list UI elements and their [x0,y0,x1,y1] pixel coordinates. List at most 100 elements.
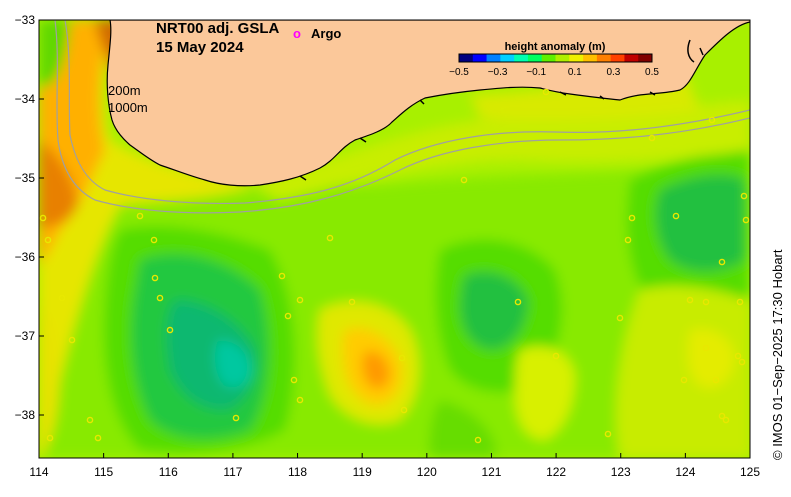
argo-float-marker [460,176,468,184]
argo-float-marker [702,298,710,306]
argo-float-marker [712,376,720,384]
argo-float-marker [738,358,746,366]
argo-float-marker [150,236,158,244]
y-tick-label: −34 [15,92,36,106]
y-tick-label: −36 [15,250,36,264]
x-tick-label: 122 [546,465,566,479]
colorbar: height anomaly (m) −0.5 −0.3 −0.1 0.1 0.3 0.5 [449,41,659,78]
colorbar-tick-label: 0.1 [568,67,582,78]
argo-float-marker [474,436,482,444]
y-tick-label: −38 [15,408,36,422]
argo-float-marker [722,416,730,424]
colorbar-tick-label: −0.1 [526,67,546,78]
argo-float-marker [156,294,164,302]
x-tick-label: 121 [481,465,501,479]
argo-float-marker [58,294,66,302]
argo-float-marker [68,336,76,344]
argo-float-layer [39,88,750,444]
y-tick-label: −33 [15,13,36,27]
colorbar-frame [458,53,653,63]
argo-float-marker [400,406,408,414]
plot-frame [38,19,751,459]
y-tick-label: −37 [15,329,36,343]
argo-float-marker [44,236,52,244]
anomaly-field [39,20,750,458]
argo-float-marker [718,412,726,420]
colorbar-swatch [472,54,488,62]
argo-legend-marker-icon: o [293,26,301,41]
argo-float-marker [136,212,144,220]
x-tick-label: 117 [223,465,242,479]
argo-float-marker [166,326,174,334]
argo-float-marker [398,354,406,362]
argo-float-marker [604,430,612,438]
isobath-label-1000m: 1000m [108,100,148,115]
argo-float-marker [39,214,47,222]
x-tick-label: 115 [94,465,113,479]
argo-float-marker [628,214,636,222]
y-tick-label: −35 [15,171,36,185]
x-tick-label: 116 [159,465,178,479]
colorbar-tick-label: 0.3 [606,67,620,78]
argo-float-marker [624,236,632,244]
argo-float-marker [296,296,304,304]
colorbar-swatch [638,54,653,62]
argo-float-marker [702,344,710,352]
argo-float-marker [86,416,94,424]
y-axis: −33 −34 −35 −36 −37 −38 [15,13,44,422]
colorbar-tick-label: −0.3 [488,67,508,78]
colorbar-swatch [583,54,598,62]
argo-float-marker [736,298,744,306]
argo-float-marker [290,376,298,384]
isobath-label-200m: 200m [108,83,141,98]
x-tick-label: 123 [611,465,631,479]
colorbar-swatch [624,54,639,62]
colorbar-swatch [541,54,556,62]
x-axis: 114 115 116 117 118 119 120 121 122 123 124 125 [29,453,760,479]
argo-float-marker [348,298,356,306]
colorbar-tick-label: 0.5 [645,67,659,78]
argo-float-marker [742,216,750,224]
colorbar-swatch [459,54,474,62]
map-title-line2: 15 May 2024 [156,39,244,56]
argo-float-marker [718,258,726,266]
colorbar-swatch [555,54,570,62]
colorbar-swatch [596,54,612,62]
argo-float-marker [46,434,54,442]
argo-float-marker [278,272,286,280]
colorbar-swatch [527,54,543,62]
argo-float-marker [686,296,694,304]
argo-float-marker [648,134,656,142]
colorbar-swatch [569,54,584,62]
argo-float-marker [284,312,292,320]
argo-float-marker [151,274,159,282]
colorbar-swatch [514,54,529,62]
argo-float-marker [680,376,688,384]
credit-text: © IMOS 01−Sep−2025 17:30 Hobart [770,249,785,460]
argo-float-marker [94,434,102,442]
x-tick-label: 120 [417,465,437,479]
colorbar-title: height anomaly (m) [505,41,606,53]
x-tick-label: 125 [740,465,760,479]
map-title-line1: NRT00 adj. GSLA [156,20,280,37]
argo-float-marker [734,352,742,360]
argo-float-marker [514,298,522,306]
colorbar-swatches [458,53,653,63]
argo-float-marker [326,234,334,242]
argo-float-marker [740,192,748,200]
colorbar-swatch [486,54,501,62]
colorbar-swatch [610,54,625,62]
argo-float-marker [616,314,624,322]
argo-legend-label: Argo [311,26,341,41]
argo-float-marker [708,116,716,124]
argo-float-marker [232,414,240,422]
colorbar-tick-label: −0.5 [449,67,469,78]
argo-float-marker [552,352,560,360]
argo-float-marker [672,212,680,220]
colorbar-swatch [500,54,515,62]
colorbar-ticks: −0.5 −0.3 −0.1 0.1 0.3 0.5 [449,67,659,78]
x-tick-label: 118 [288,465,307,479]
x-tick-label: 114 [29,465,48,479]
